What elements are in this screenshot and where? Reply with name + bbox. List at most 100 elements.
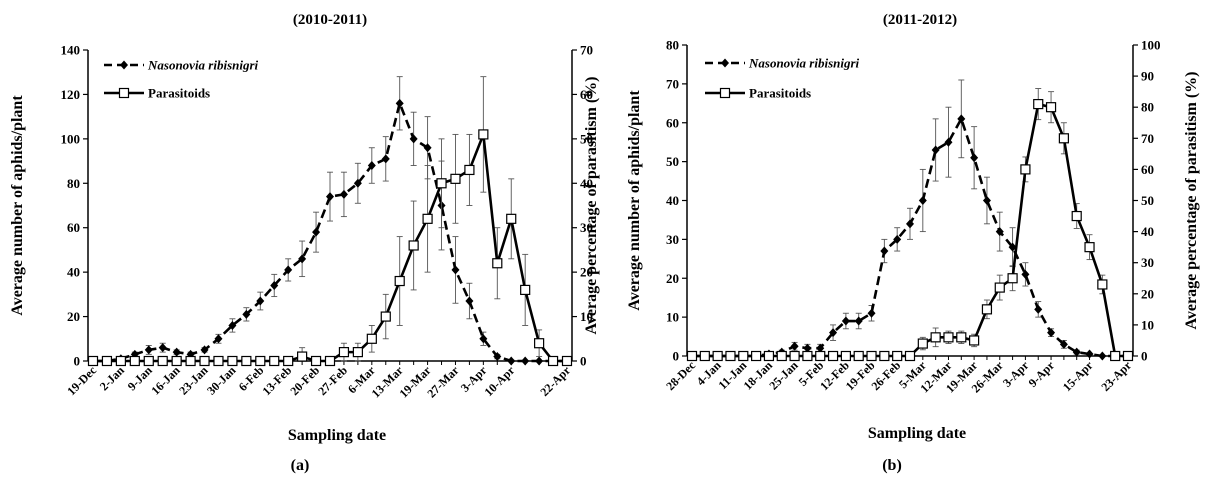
y-tick-label-right: 10 bbox=[1141, 317, 1154, 332]
y-tick-label-right: 30 bbox=[580, 220, 593, 235]
data-point-diamond bbox=[982, 196, 991, 205]
data-point-square bbox=[956, 332, 967, 343]
legend-marker-diamond bbox=[721, 58, 729, 68]
data-point-square bbox=[1007, 273, 1018, 284]
data-point-square bbox=[981, 304, 993, 315]
data-point-diamond bbox=[1008, 242, 1017, 252]
data-point-diamond bbox=[1059, 339, 1068, 349]
data-point-diamond bbox=[423, 143, 432, 153]
data-point-square bbox=[1058, 133, 1069, 144]
y-tick-label-left: 20 bbox=[666, 271, 679, 286]
y-tick-label-right: 70 bbox=[580, 43, 593, 58]
data-point-square bbox=[199, 355, 210, 367]
data-point-square bbox=[213, 355, 224, 367]
x-tick-label: 10-Apr bbox=[482, 363, 518, 399]
y-tick-label-left: 20 bbox=[67, 309, 80, 324]
data-point-square bbox=[101, 355, 113, 367]
data-point-diamond bbox=[854, 316, 863, 326]
series-parasitoids bbox=[686, 88, 1134, 362]
data-point-square bbox=[129, 355, 140, 367]
data-point-square bbox=[815, 350, 826, 362]
data-point-square bbox=[1110, 350, 1121, 362]
y-tick-label-right: 50 bbox=[580, 131, 593, 146]
data-point-diamond bbox=[381, 154, 390, 164]
data-point-square bbox=[366, 333, 377, 344]
data-point-square bbox=[283, 355, 294, 367]
data-point-square bbox=[892, 350, 903, 362]
data-point-square bbox=[547, 355, 559, 367]
legend-label-parasitoids: Parasitoids bbox=[148, 86, 210, 101]
data-point-diamond bbox=[816, 343, 825, 353]
x-tick-label: 19-Dec bbox=[64, 363, 99, 398]
data-point-square bbox=[751, 350, 762, 362]
data-point-square bbox=[789, 350, 800, 362]
legend-marker-square bbox=[719, 87, 731, 99]
x-tick-label: 30-Jan bbox=[204, 363, 239, 398]
data-point-square bbox=[994, 282, 1005, 293]
x-tick-label: 9-Apr bbox=[1026, 358, 1058, 390]
data-point-square bbox=[255, 355, 266, 367]
data-point-square bbox=[738, 350, 749, 362]
data-point-diamond bbox=[339, 189, 348, 199]
chart-title: (2010-2011) bbox=[293, 12, 367, 28]
data-point-diamond bbox=[144, 345, 153, 355]
x-tick-label: 13-Feb bbox=[259, 363, 294, 398]
data-point-square bbox=[776, 350, 787, 362]
data-point-diamond bbox=[957, 114, 966, 124]
data-point-diamond bbox=[479, 334, 488, 344]
data-point-diamond bbox=[535, 356, 544, 366]
data-point-square bbox=[436, 178, 447, 189]
data-point-diamond bbox=[395, 98, 404, 108]
series-line bbox=[93, 133, 567, 363]
data-point-diamond bbox=[214, 334, 223, 344]
x-tick-label: 23-Apr bbox=[1098, 358, 1134, 394]
data-point-square bbox=[879, 350, 890, 362]
data-point-square bbox=[763, 350, 775, 362]
legend-label-aphids: Nasonovia ribisnigri bbox=[748, 56, 860, 71]
data-point-diamond bbox=[1085, 349, 1094, 359]
data-point-square bbox=[157, 355, 168, 367]
data-point-square bbox=[1045, 102, 1057, 113]
data-point-square bbox=[352, 347, 363, 358]
data-point-diamond bbox=[353, 178, 362, 188]
data-point-square bbox=[310, 355, 322, 367]
data-point-diamond bbox=[228, 320, 237, 330]
data-point-diamond bbox=[995, 227, 1004, 237]
data-point-square bbox=[185, 355, 196, 367]
data-point-square bbox=[394, 275, 405, 287]
y-tick-label-right: 0 bbox=[1141, 349, 1148, 364]
data-point-diamond bbox=[493, 352, 502, 362]
data-point-diamond bbox=[931, 145, 940, 155]
y-tick-label-left: 30 bbox=[666, 232, 679, 247]
x-tick-label: 2-Jan bbox=[97, 363, 127, 393]
y-tick-label-left: 60 bbox=[67, 220, 80, 235]
data-point-square bbox=[1033, 98, 1044, 110]
data-point-square bbox=[87, 355, 99, 367]
y-tick-label-left: 10 bbox=[666, 310, 679, 325]
legend-marker-diamond bbox=[120, 60, 128, 70]
data-point-square bbox=[408, 240, 419, 251]
data-point-square bbox=[380, 311, 391, 322]
data-point-square bbox=[840, 350, 851, 362]
data-point-diamond bbox=[944, 137, 953, 147]
data-point-square bbox=[115, 355, 126, 367]
legend-marker-square bbox=[118, 87, 130, 99]
data-point-diamond bbox=[507, 356, 516, 366]
data-point-square bbox=[422, 213, 433, 224]
x-tick-label: 25-Jan bbox=[766, 358, 801, 393]
data-point-diamond bbox=[200, 345, 209, 355]
data-point-square bbox=[1084, 242, 1095, 253]
series-line bbox=[93, 102, 567, 363]
y-tick-label-left: 100 bbox=[61, 131, 81, 146]
data-point-diamond bbox=[409, 134, 418, 144]
y-tick-label-right: 70 bbox=[1141, 131, 1154, 146]
y-axis-label-right: Average percentage of parasitism (%) bbox=[583, 77, 600, 335]
legend-label-parasitoids: Parasitoids bbox=[749, 86, 811, 101]
y-tick-label-right: 30 bbox=[1141, 255, 1154, 270]
data-point-diamond bbox=[1034, 304, 1043, 314]
legend-label-aphids: Nasonovia ribisnigri bbox=[147, 58, 259, 73]
data-point-diamond bbox=[172, 347, 181, 357]
data-point-square bbox=[686, 350, 698, 362]
data-point-diamond bbox=[158, 343, 167, 353]
y-tick-label-right: 80 bbox=[1141, 100, 1154, 115]
